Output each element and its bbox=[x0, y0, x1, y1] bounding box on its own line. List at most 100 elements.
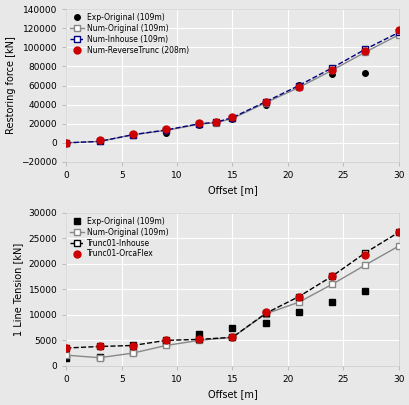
Num-Inhouse (109m) bbox=[64, 141, 69, 145]
Line: Num-Original (109m): Num-Original (109m) bbox=[63, 243, 400, 360]
Num-ReverseTrunc (208m) bbox=[362, 49, 367, 53]
Exp-Original (109m) bbox=[64, 141, 69, 145]
Y-axis label: Restoring force [kN]: Restoring force [kN] bbox=[6, 36, 16, 134]
Num-Original (109m) bbox=[213, 120, 218, 125]
Num-Original (109m) bbox=[196, 338, 201, 343]
Trunc01-Inhouse bbox=[296, 294, 301, 299]
Num-Inhouse (109m) bbox=[97, 139, 102, 144]
Num-ReverseTrunc (208m) bbox=[229, 115, 234, 119]
Num-Original (109m) bbox=[196, 122, 201, 127]
Exp-Original (109m) bbox=[196, 122, 201, 127]
Trunc01-Inhouse bbox=[97, 344, 102, 349]
Num-Original (109m) bbox=[229, 335, 234, 340]
Num-ReverseTrunc (208m) bbox=[64, 140, 69, 145]
Num-Inhouse (109m) bbox=[263, 99, 267, 104]
Exp-Original (109m) bbox=[229, 117, 234, 121]
Line: Exp-Original (109m): Exp-Original (109m) bbox=[63, 70, 367, 146]
Legend: Exp-Original (109m), Num-Original (109m), Num-Inhouse (109m), Num-ReverseTrunc (: Exp-Original (109m), Num-Original (109m)… bbox=[68, 11, 190, 56]
Exp-Original (109m) bbox=[229, 325, 234, 330]
Line: Trunc01-Inhouse: Trunc01-Inhouse bbox=[63, 230, 400, 351]
Num-Original (109m) bbox=[263, 311, 267, 316]
Trunc01-OrcaFlex bbox=[97, 344, 102, 349]
Num-Inhouse (109m) bbox=[130, 132, 135, 137]
Num-Inhouse (109m) bbox=[395, 30, 400, 35]
Trunc01-Inhouse bbox=[163, 338, 168, 343]
Num-Original (109m) bbox=[329, 68, 334, 72]
Exp-Original (109m) bbox=[296, 310, 301, 315]
Num-ReverseTrunc (208m) bbox=[395, 28, 400, 32]
Num-Inhouse (109m) bbox=[296, 83, 301, 88]
Num-Inhouse (109m) bbox=[196, 122, 201, 126]
Exp-Original (109m) bbox=[296, 82, 301, 87]
Num-Original (109m) bbox=[64, 141, 69, 145]
Trunc01-Inhouse bbox=[395, 230, 400, 235]
Num-Original (109m) bbox=[329, 282, 334, 287]
Num-Inhouse (109m) bbox=[362, 47, 367, 51]
Trunc01-Inhouse bbox=[362, 250, 367, 255]
Exp-Original (109m) bbox=[196, 332, 201, 337]
Trunc01-OrcaFlex bbox=[329, 273, 334, 278]
Trunc01-Inhouse bbox=[130, 343, 135, 348]
Trunc01-OrcaFlex bbox=[395, 229, 400, 234]
Num-ReverseTrunc (208m) bbox=[296, 85, 301, 90]
Num-ReverseTrunc (208m) bbox=[213, 120, 218, 125]
Num-Original (109m) bbox=[263, 100, 267, 105]
Exp-Original (109m) bbox=[130, 133, 135, 138]
Num-Original (109m) bbox=[362, 262, 367, 267]
Trunc01-OrcaFlex bbox=[263, 310, 267, 315]
Num-Original (109m) bbox=[395, 32, 400, 37]
Num-Original (109m) bbox=[296, 300, 301, 305]
Exp-Original (109m) bbox=[263, 320, 267, 325]
Num-Original (109m) bbox=[163, 128, 168, 133]
Trunc01-OrcaFlex bbox=[362, 252, 367, 257]
Num-Original (109m) bbox=[130, 132, 135, 137]
Num-Original (109m) bbox=[97, 139, 102, 144]
Exp-Original (109m) bbox=[64, 356, 69, 360]
Num-ReverseTrunc (208m) bbox=[329, 68, 334, 72]
Exp-Original (109m) bbox=[97, 139, 102, 144]
Exp-Original (109m) bbox=[130, 350, 135, 354]
Trunc01-Inhouse bbox=[329, 274, 334, 279]
Legend: Exp-Original (109m), Num-Original (109m), Trunc01-Inhouse, Trunc01-OrcaFlex: Exp-Original (109m), Num-Original (109m)… bbox=[68, 215, 170, 260]
Y-axis label: 1 Line Tension [kN]: 1 Line Tension [kN] bbox=[13, 243, 23, 336]
Line: Num-Inhouse (109m): Num-Inhouse (109m) bbox=[63, 30, 400, 146]
Num-Original (109m) bbox=[97, 355, 102, 360]
Exp-Original (109m) bbox=[362, 288, 367, 293]
Trunc01-Inhouse bbox=[229, 335, 234, 340]
Exp-Original (109m) bbox=[329, 72, 334, 77]
Line: Trunc01-OrcaFlex: Trunc01-OrcaFlex bbox=[63, 228, 401, 352]
Trunc01-OrcaFlex bbox=[130, 343, 135, 348]
Trunc01-OrcaFlex bbox=[229, 335, 234, 339]
Num-ReverseTrunc (208m) bbox=[130, 131, 135, 136]
Line: Num-ReverseTrunc (208m): Num-ReverseTrunc (208m) bbox=[63, 27, 401, 146]
Num-Original (109m) bbox=[229, 116, 234, 121]
Exp-Original (109m) bbox=[329, 300, 334, 305]
Num-ReverseTrunc (208m) bbox=[163, 127, 168, 132]
Exp-Original (109m) bbox=[362, 70, 367, 75]
Exp-Original (109m) bbox=[163, 131, 168, 136]
Trunc01-Inhouse bbox=[263, 311, 267, 316]
Num-Inhouse (109m) bbox=[213, 120, 218, 125]
Trunc01-OrcaFlex bbox=[64, 345, 69, 350]
Exp-Original (109m) bbox=[97, 354, 102, 359]
Line: Exp-Original (109m): Exp-Original (109m) bbox=[63, 288, 367, 361]
Line: Num-Original (109m): Num-Original (109m) bbox=[63, 32, 400, 146]
Trunc01-OrcaFlex bbox=[196, 337, 201, 341]
X-axis label: Offset [m]: Offset [m] bbox=[207, 185, 257, 196]
Num-ReverseTrunc (208m) bbox=[263, 100, 267, 104]
Num-Original (109m) bbox=[362, 50, 367, 55]
Num-Original (109m) bbox=[64, 353, 69, 358]
X-axis label: Offset [m]: Offset [m] bbox=[207, 390, 257, 399]
Trunc01-OrcaFlex bbox=[163, 338, 168, 343]
Exp-Original (109m) bbox=[263, 102, 267, 107]
Trunc01-OrcaFlex bbox=[296, 294, 301, 299]
Num-Inhouse (109m) bbox=[329, 65, 334, 70]
Num-Original (109m) bbox=[163, 343, 168, 348]
Num-Original (109m) bbox=[395, 244, 400, 249]
Num-Inhouse (109m) bbox=[163, 128, 168, 132]
Trunc01-Inhouse bbox=[64, 345, 69, 350]
Trunc01-Inhouse bbox=[196, 337, 201, 342]
Num-Original (109m) bbox=[296, 85, 301, 90]
Num-ReverseTrunc (208m) bbox=[97, 137, 102, 142]
Num-ReverseTrunc (208m) bbox=[196, 121, 201, 126]
